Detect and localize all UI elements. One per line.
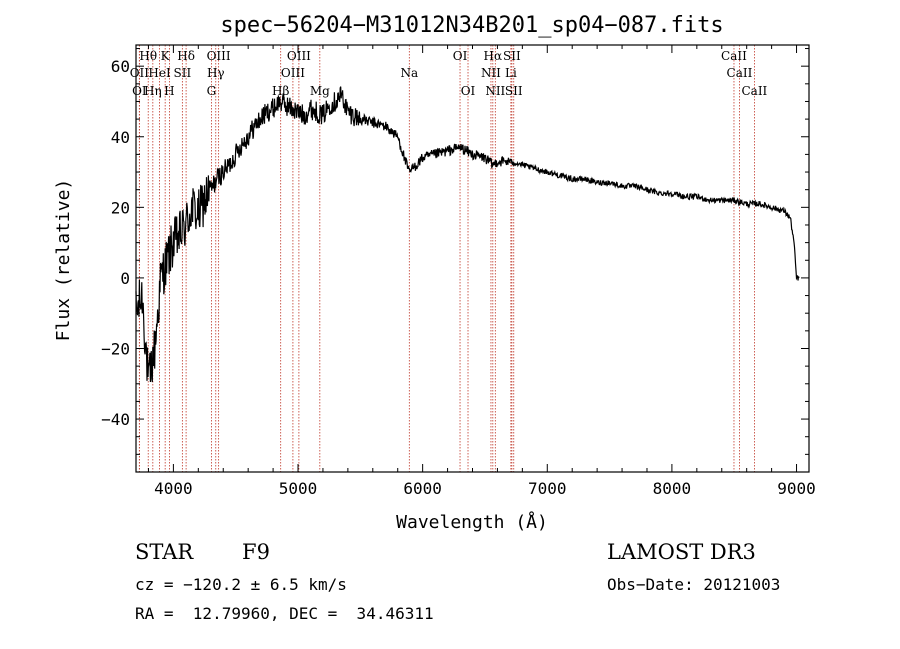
line-label: Hη	[144, 84, 162, 98]
x-tick-label: 8000	[653, 479, 692, 498]
line-label: HeI	[148, 66, 171, 80]
survey-label: LAMOST DR3	[607, 540, 756, 564]
y-tick-label: 0	[120, 269, 130, 288]
plot-frame	[135, 44, 810, 473]
line-label: SII	[505, 84, 523, 98]
line-label: Li	[505, 66, 517, 80]
y-tick-label: −40	[101, 410, 130, 429]
object-subclass: F9	[242, 540, 270, 564]
line-label: CaII	[721, 49, 747, 63]
x-tick-label: 6000	[403, 479, 442, 498]
line-label: Na	[400, 66, 418, 80]
axis-ticks: 4000 5000 6000 7000 8000 9000 −40 −20 0 20 40 60	[101, 45, 816, 498]
spectrum-series	[135, 86, 800, 383]
line-label: Hα	[484, 49, 503, 63]
line-label: OIII	[287, 49, 311, 63]
object-class: STAR	[135, 540, 194, 564]
x-tick-label: 9000	[777, 479, 816, 498]
line-label: SII	[503, 49, 521, 63]
line-label: OII	[130, 66, 150, 80]
line-label: K	[161, 49, 171, 63]
line-label: OIII	[207, 49, 231, 63]
line-label: Hγ	[207, 66, 225, 80]
x-tick-label: 5000	[279, 479, 318, 498]
y-axis-label: Flux (relative)	[53, 179, 74, 342]
x-tick-label: 4000	[154, 479, 193, 498]
line-label: Hθ	[139, 49, 157, 63]
chart-title: spec−56204−M31012N34B201_sp04−087.fits	[220, 13, 723, 38]
line-label: Mg	[310, 84, 330, 98]
line-label: OI	[461, 84, 476, 98]
y-tick-label: 20	[111, 198, 130, 217]
observation-date: Obs−Date: 20121003	[607, 575, 781, 594]
y-tick-label: −20	[101, 339, 130, 358]
y-tick-label: 60	[111, 57, 130, 76]
line-label: CaII	[741, 84, 767, 98]
emission-line-markers	[138, 45, 755, 472]
x-tick-label: 7000	[528, 479, 567, 498]
line-label: NII	[481, 66, 501, 80]
x-axis-label: Wavelength (Å)	[396, 511, 548, 533]
line-label: OI	[453, 49, 468, 63]
redshift-value: cz = −120.2 ± 6.5 km/s	[135, 575, 347, 594]
line-label: Hδ	[177, 49, 195, 63]
y-tick-label: 40	[111, 128, 130, 147]
line-label: CaII	[727, 66, 753, 80]
coordinates: RA = 12.79960, DEC = 34.46311	[135, 604, 434, 623]
line-label: Hβ	[272, 84, 289, 98]
line-label: SII	[174, 66, 192, 80]
line-label: H	[164, 84, 174, 98]
line-label: G	[207, 84, 217, 98]
line-label: OIII	[281, 66, 305, 80]
line-label: NII	[485, 84, 505, 98]
